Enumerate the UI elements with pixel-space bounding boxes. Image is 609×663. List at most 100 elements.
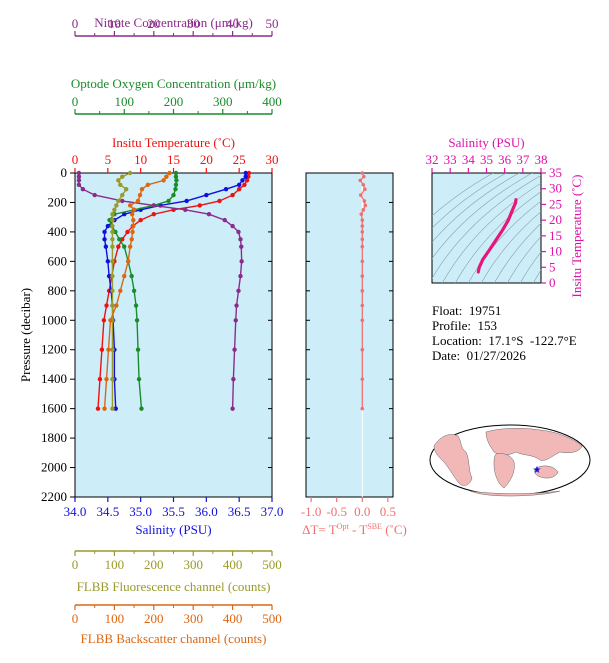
pressure-axis-label: Pressure (decibar)	[18, 288, 33, 382]
density-contour	[506, 236, 541, 283]
delta-t-point	[358, 178, 363, 183]
delta-t-tick-label: -1.0	[301, 504, 322, 519]
temperature-point	[99, 347, 105, 352]
pressure-tick-label: 1200	[41, 342, 67, 357]
backscatter-point	[125, 259, 131, 264]
backscatter-point	[161, 178, 166, 183]
nitrate-point	[238, 237, 243, 242]
backscatter-tick-label: 300	[183, 611, 203, 626]
delta-t-point	[359, 212, 364, 217]
salinity-point	[103, 244, 109, 249]
density-contour	[580, 163, 609, 293]
temperature-tick-label: 20	[200, 152, 213, 167]
delta-t-point	[360, 289, 365, 293]
fluorescence-point	[110, 406, 115, 411]
backscatter-tick-label: 0	[72, 611, 79, 626]
nitrate-tick-label: 10	[108, 16, 121, 31]
delta-t-tick-label: 0.5	[380, 504, 396, 519]
fluorescence-tick-label: 300	[183, 557, 203, 572]
fluorescence-point	[114, 203, 119, 208]
backscatter-point	[137, 192, 143, 198]
delta-t-point	[362, 199, 367, 203]
backscatter-point	[108, 318, 113, 323]
density-contour	[519, 251, 541, 283]
temperature-point	[197, 203, 202, 208]
delta-t-point	[360, 259, 365, 264]
temperature-point	[138, 217, 143, 223]
oxygen-tick-label: 100	[115, 94, 135, 109]
nitrate-point	[76, 182, 82, 187]
backscatter-axis-label: FLBB Backscatter channel (counts)	[81, 631, 267, 646]
delta-t-tick-label: 0.0	[354, 504, 370, 519]
ts-salinity-tick-label: 36	[498, 152, 512, 167]
delta-t-point	[363, 203, 368, 208]
pressure-tick-label: 200	[48, 194, 68, 209]
nitrate-point	[120, 198, 125, 204]
nitrate-point	[239, 244, 244, 249]
ts-temperature-tick-label: 25	[549, 196, 562, 211]
salinity-point	[106, 273, 112, 279]
fluorescence-point	[124, 187, 129, 192]
nitrate-point	[76, 174, 82, 179]
fluorescence-point	[120, 174, 125, 179]
nitrate-point	[222, 217, 227, 223]
backscatter-point	[129, 237, 134, 242]
fluorescence-point	[110, 244, 115, 249]
temperature-tick-label: 5	[105, 152, 112, 167]
fluorescence-point	[112, 207, 117, 213]
delta-t-plot-background	[305, 172, 394, 498]
delta-t-point	[360, 237, 365, 242]
delta-t-point	[360, 224, 365, 228]
nitrate-point	[206, 212, 212, 217]
ts-temperature-tick-label: 20	[549, 212, 562, 227]
delta-t-point	[360, 218, 365, 222]
temperature-point	[97, 376, 103, 382]
salinity-tick-label: 35.0	[129, 504, 152, 519]
backscatter-profile	[102, 170, 172, 411]
ts-temperature-tick-label: 15	[549, 228, 562, 243]
nitrate-point	[232, 347, 237, 352]
fluorescence-point	[110, 347, 115, 352]
ts-salinity-tick-label: 33	[444, 152, 457, 167]
ts-plot-background	[431, 172, 542, 284]
nitrate-axis-label: Nitrate Concentration (μm/kg)	[94, 15, 253, 30]
map-land-americas	[433, 434, 473, 486]
temperature-point	[116, 244, 121, 249]
float-position-marker: ★	[533, 465, 542, 476]
delta-t-tick-label: -0.5	[326, 504, 347, 519]
salinity-point	[236, 182, 242, 187]
ts-temperature-tick-label: 10	[549, 244, 562, 259]
backscatter-point	[106, 347, 111, 352]
backscatter-tick-label: 500	[262, 611, 282, 626]
backscatter-point	[129, 212, 135, 217]
salinity-point	[102, 229, 107, 235]
nitrate-point	[76, 178, 82, 183]
backscatter-point	[131, 217, 136, 223]
oxygen-tick-label: 400	[262, 94, 282, 109]
profile-date: Date: 01/27/2026	[432, 348, 526, 363]
nitrate-point	[76, 170, 82, 176]
backscatter-point	[131, 223, 136, 229]
nitrate-axis: 0 10 20 30 40 50 Nitrate Concentration (μm/kg)	[72, 15, 279, 37]
oxygen-tick-label: 200	[164, 94, 184, 109]
fluorescence-axis: 0 100 200 300 400 500 FLBB Fluorescence channe…	[72, 550, 282, 594]
temperature-tick-label: 10	[134, 152, 147, 167]
density-contour	[467, 200, 541, 283]
delta-t-point	[360, 171, 365, 175]
ts-salinity-tick-label: 37	[516, 152, 530, 167]
backscatter-tick-label: 400	[223, 611, 243, 626]
delta-t-point	[360, 406, 365, 411]
salinity-point	[102, 237, 107, 242]
density-contour	[432, 173, 520, 243]
temperature-tick-label: 25	[233, 152, 246, 167]
pressure-tick-label: 2000	[41, 460, 67, 475]
delta-t-axes: -1.0 -0.5 0.0 0.5 ΔT= TOpt - TSBE (˚C)	[301, 172, 407, 537]
oxygen-tick-label: 0	[72, 94, 79, 109]
density-contour	[454, 191, 541, 283]
world-map: ★	[429, 424, 591, 497]
ts-axes: 32 33 34 35 36 37 38 Salinity (PSU) 051015202530…	[426, 135, 585, 298]
nitrate-tick-label: 0	[72, 16, 79, 31]
pressure-tick-label: 2200	[41, 489, 67, 504]
